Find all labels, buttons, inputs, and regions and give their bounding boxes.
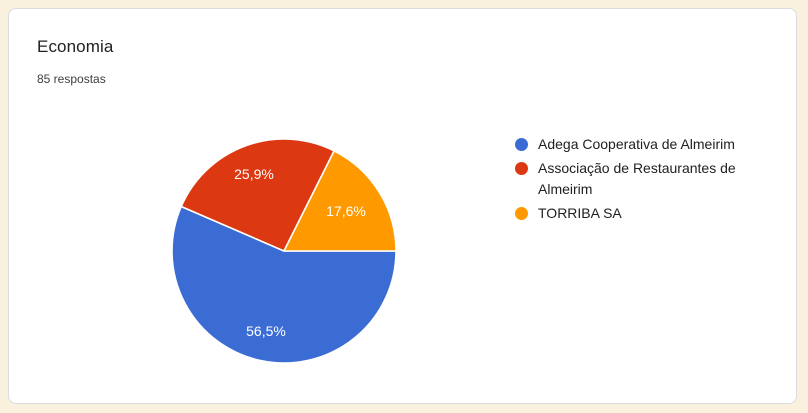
response-count: 85 respostas — [37, 72, 106, 86]
question-summary-card: Economia 85 respostas 56,5% 25,9% 17,6% … — [8, 8, 797, 404]
pie-slice-torriba[interactable] — [283, 150, 397, 252]
legend-item-torriba: TORRIBA SA — [515, 203, 747, 224]
legend-label: TORRIBA SA — [538, 205, 622, 221]
legend-item-adega: Adega Cooperativa de Almeirim — [515, 134, 747, 155]
legend-marker-circle-icon — [515, 162, 528, 175]
legend-label: Adega Cooperativa de Almeirim — [538, 136, 735, 152]
legend-marker-dot — [515, 138, 528, 151]
pie-slice-label-restaurantes: 25,9% — [234, 166, 274, 182]
legend-marker-dot — [515, 162, 528, 175]
pie-slice-adega[interactable] — [171, 205, 397, 364]
question-title: Economia — [37, 37, 114, 56]
pie-slice-label-adega: 56,5% — [246, 323, 286, 339]
pie-slice-label-torriba: 17,6% — [326, 203, 366, 219]
legend-marker-dot — [515, 207, 528, 220]
pie-chart: 56,5% 25,9% 17,6% — [171, 138, 397, 364]
chart-legend: Adega Cooperativa de Almeirim Associação… — [515, 134, 747, 227]
legend-marker-circle-icon — [515, 207, 528, 220]
legend-marker-circle-icon — [515, 138, 528, 151]
pie-slice-restaurantes[interactable] — [180, 138, 335, 252]
legend-item-restaurantes: Associação de Restaurantes de Almeirim — [515, 158, 747, 200]
legend-label: Associação de Restaurantes de Almeirim — [538, 160, 736, 197]
